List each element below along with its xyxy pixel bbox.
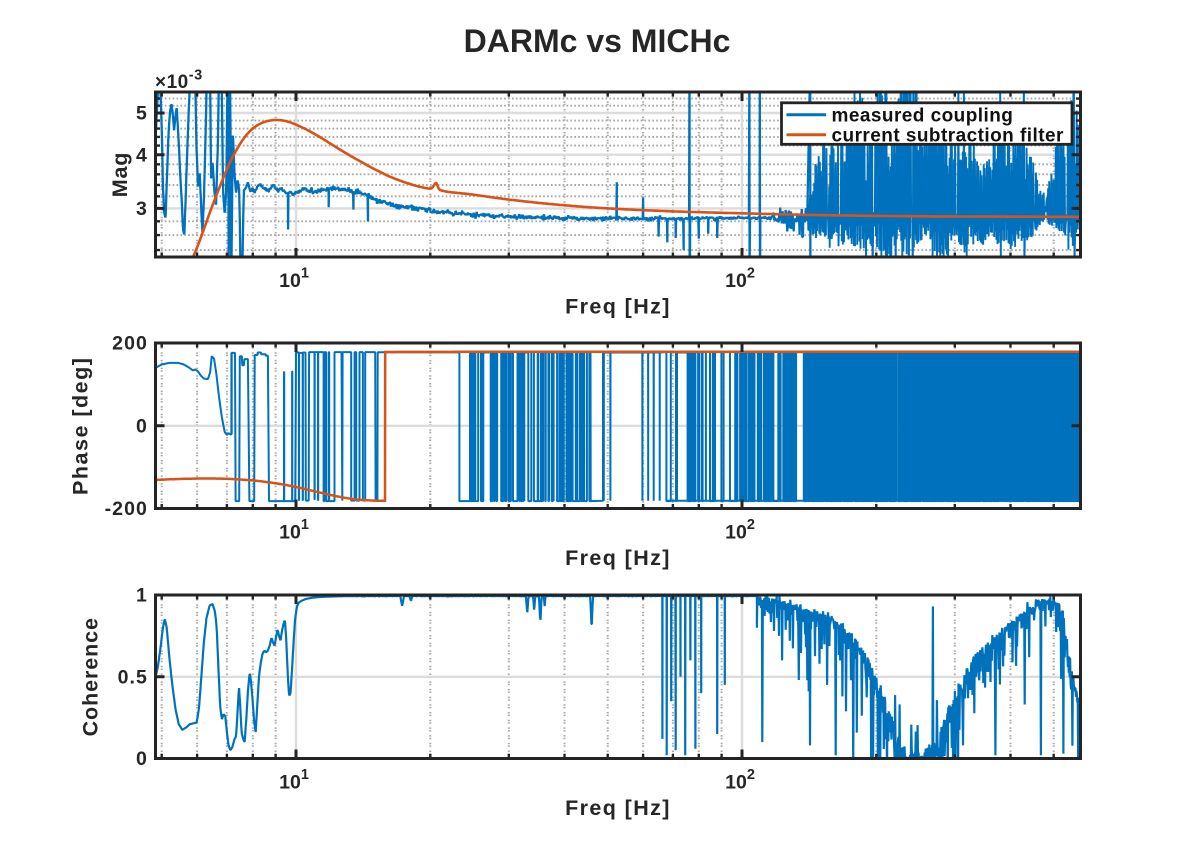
- svg-text:3: 3: [136, 198, 148, 220]
- svg-text:Freq [Hz]: Freq [Hz]: [565, 546, 671, 570]
- svg-text:DARMc vs MICHc: DARMc vs MICHc: [464, 23, 731, 59]
- svg-text:Phase [deg]: Phase [deg]: [69, 357, 93, 495]
- svg-text:Freq [Hz]: Freq [Hz]: [565, 796, 671, 820]
- svg-text:1: 1: [136, 585, 148, 607]
- svg-text:4: 4: [136, 144, 148, 166]
- svg-text:Coherence: Coherence: [79, 617, 103, 736]
- svg-text:-200: -200: [105, 498, 148, 520]
- svg-text:0: 0: [136, 415, 148, 437]
- svg-text:101: 101: [279, 266, 309, 293]
- svg-text:0.5: 0.5: [118, 667, 148, 689]
- svg-text:×10-3: ×10-3: [155, 68, 203, 94]
- svg-text:Freq [Hz]: Freq [Hz]: [565, 295, 671, 319]
- svg-text:5: 5: [136, 103, 148, 125]
- svg-text:200: 200: [112, 333, 148, 355]
- svg-text:Mag: Mag: [108, 152, 132, 197]
- svg-text:measured coupling: measured coupling: [832, 106, 1014, 127]
- svg-text:0: 0: [136, 748, 148, 770]
- svg-text:current subtraction filter: current subtraction filter: [832, 125, 1064, 146]
